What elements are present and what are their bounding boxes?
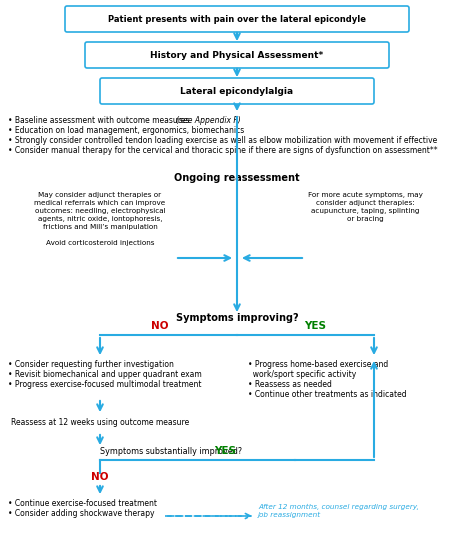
Text: • Consider adding shockwave therapy: • Consider adding shockwave therapy [8, 509, 155, 518]
Text: May consider adjunct therapies or
medical referrals which can improve
outcomes: : May consider adjunct therapies or medica… [35, 192, 165, 246]
FancyBboxPatch shape [100, 78, 374, 104]
Text: After 12 months, counsel regarding surgery,
job reassignment: After 12 months, counsel regarding surge… [258, 504, 419, 518]
Text: (see Appendix F): (see Appendix F) [176, 116, 241, 125]
Text: • Continue exercise-focused treatment: • Continue exercise-focused treatment [8, 499, 157, 508]
Text: For more acute symptoms, may
consider adjunct therapies:
acupuncture, taping, sp: For more acute symptoms, may consider ad… [308, 192, 422, 222]
FancyBboxPatch shape [85, 42, 389, 68]
Text: Symptoms substantially improved?: Symptoms substantially improved? [100, 447, 242, 456]
Text: work/sport specific activity: work/sport specific activity [248, 370, 356, 379]
Text: YES: YES [304, 321, 326, 331]
Text: Reassess at 12 weeks using outcome measure: Reassess at 12 weeks using outcome measu… [11, 418, 189, 427]
Text: • Continue other treatments as indicated: • Continue other treatments as indicated [248, 390, 407, 399]
Text: Ongoing reassessment: Ongoing reassessment [174, 173, 300, 183]
Text: • Revisit biomechanical and upper quadrant exam: • Revisit biomechanical and upper quadra… [8, 370, 202, 379]
Text: YES: YES [214, 446, 236, 456]
Text: • Consider requesting further investigation: • Consider requesting further investigat… [8, 360, 174, 369]
Text: • Baseline assessment with outcome measures: • Baseline assessment with outcome measu… [8, 116, 192, 125]
Text: • Strongly consider controlled tendon loading exercise as well as elbow mobiliza: • Strongly consider controlled tendon lo… [8, 136, 437, 145]
Text: Lateral epicondylalgia: Lateral epicondylalgia [181, 87, 293, 96]
FancyBboxPatch shape [65, 6, 409, 32]
Text: NO: NO [151, 321, 169, 331]
Text: History and Physical Assessment*: History and Physical Assessment* [150, 50, 324, 59]
Text: • Reassess as needed: • Reassess as needed [248, 380, 332, 389]
Text: Patient presents with pain over the lateral epicondyle: Patient presents with pain over the late… [108, 14, 366, 24]
Text: Symptoms improving?: Symptoms improving? [176, 313, 298, 323]
Text: • Progress exercise-focused multimodal treatment: • Progress exercise-focused multimodal t… [8, 380, 201, 389]
Text: • Progress home-based exercise and: • Progress home-based exercise and [248, 360, 388, 369]
Text: NO: NO [91, 472, 109, 482]
Text: • Consider manual therapy for the cervical and thoracic spine if there are signs: • Consider manual therapy for the cervic… [8, 146, 438, 155]
Text: • Education on load management, ergonomics, biomechanics: • Education on load management, ergonomi… [8, 126, 244, 135]
